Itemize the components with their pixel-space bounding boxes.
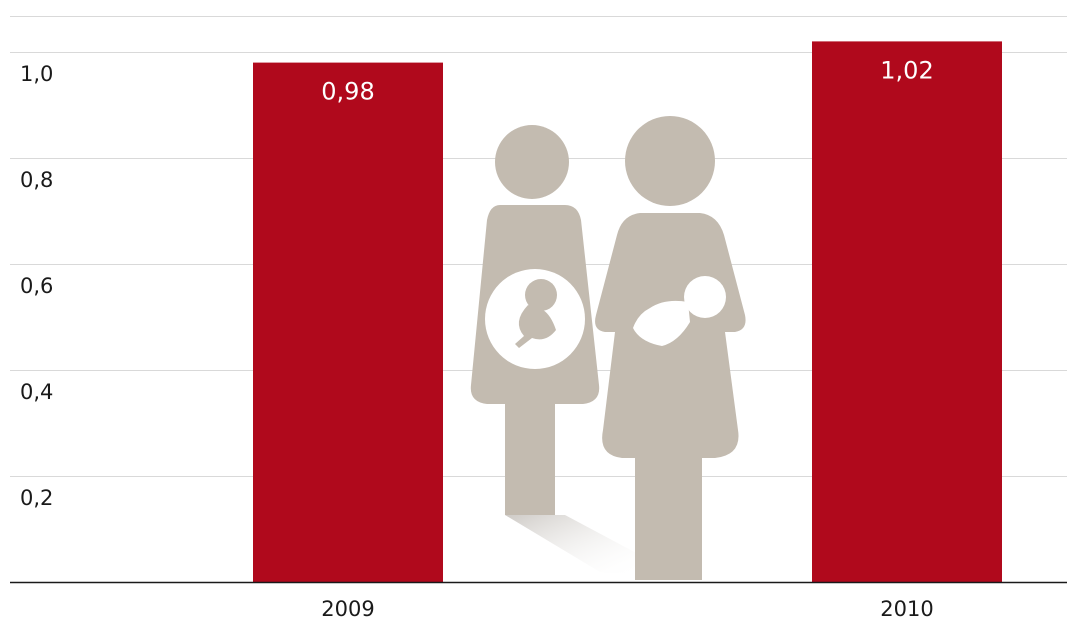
bar-2009 xyxy=(253,62,443,583)
y-tick-label: 0,4 xyxy=(20,380,53,404)
y-tick-label: 1,0 xyxy=(20,62,53,86)
illustration xyxy=(470,116,746,580)
data-label-2009: 0,98 xyxy=(321,78,374,106)
y-tick-label: 0,6 xyxy=(20,274,53,298)
data-label-2010: 1,02 xyxy=(880,56,933,84)
bars: 0,98 1,02 xyxy=(253,41,1002,583)
y-tick-label: 0,2 xyxy=(20,486,53,510)
mother-with-baby-icon xyxy=(595,116,746,580)
pregnant-woman-icon xyxy=(470,125,600,515)
y-axis-ticks: 0,2 0,4 0,6 0,8 1,0 xyxy=(20,62,53,510)
x-axis-labels: 2009 2010 xyxy=(321,597,933,621)
bar-2010 xyxy=(812,41,1002,582)
shadow-shape xyxy=(505,515,640,575)
x-tick-label-2009: 2009 xyxy=(321,597,374,621)
y-tick-label: 0,8 xyxy=(20,168,53,192)
x-tick-label-2010: 2010 xyxy=(880,597,933,621)
